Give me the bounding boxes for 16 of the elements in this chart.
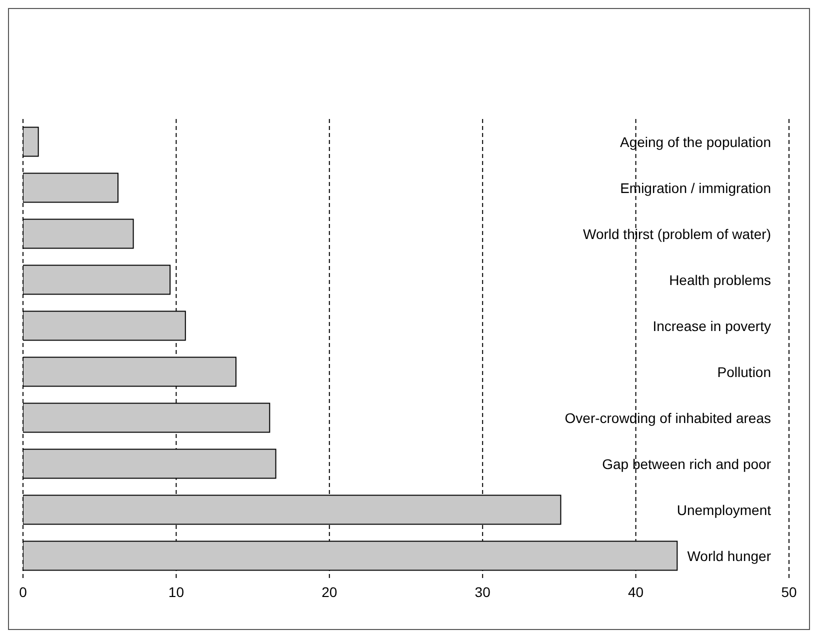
y-tick-label: Unemployment (676, 502, 772, 518)
y-tick-label: Gap between rich and poor (602, 456, 772, 472)
x-tick-label: 20 (322, 584, 338, 600)
y-tick-label: World hunger (687, 548, 772, 564)
x-tick-label: 10 (168, 584, 184, 600)
y-tick-label: Increase in poverty (652, 318, 771, 334)
x-tick-label: 30 (474, 584, 491, 600)
x-tick-label: 50 (781, 584, 797, 600)
y-tick-label: Ageing of the population (620, 134, 771, 150)
x-tick-label: 0 (19, 584, 28, 600)
y-tick-label: Over-crowding of inhabited areas (564, 410, 771, 426)
x-tick-label: 40 (628, 584, 644, 600)
y-tick-label: World thirst (problem of water) (582, 226, 771, 242)
y-tick-label: Emigration / immigration (620, 180, 771, 196)
y-tick-label: Health problems (669, 272, 771, 288)
y-tick-label: Pollution (717, 364, 771, 380)
